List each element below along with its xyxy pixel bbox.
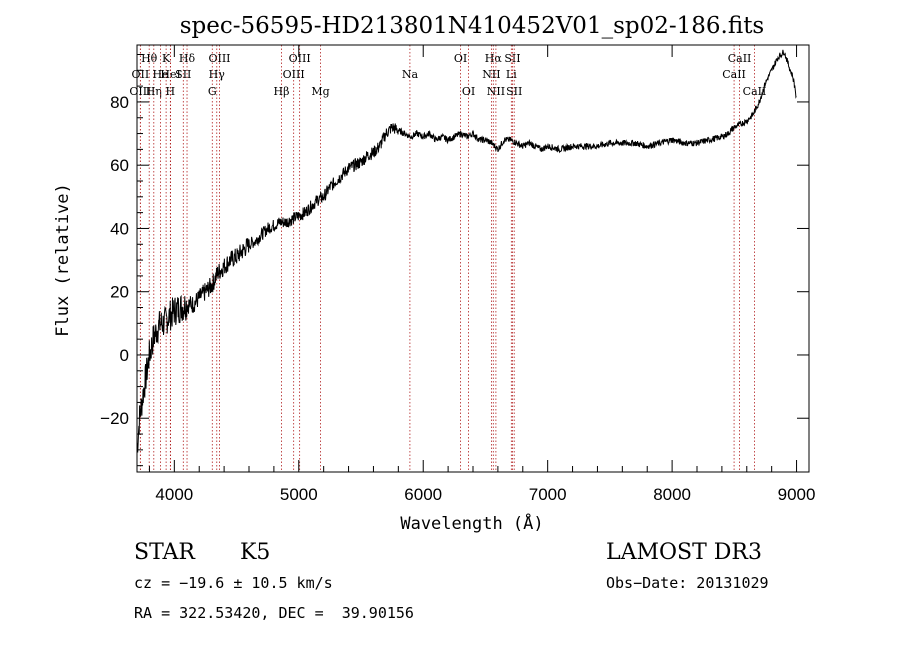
line-marker-label-26: CaII bbox=[728, 52, 752, 65]
coordinates: RA = 322.53420, DEC = 39.90156 bbox=[134, 604, 414, 622]
line-marker-label-14: OIII bbox=[289, 52, 311, 65]
line-marker-label-13: Hβ bbox=[274, 85, 290, 98]
line-marker-label-1: OIII bbox=[129, 85, 151, 98]
flux-line bbox=[136, 49, 797, 453]
line-marker-label-24: Li bbox=[506, 68, 517, 81]
x-tick-label-7000: 7000 bbox=[529, 485, 567, 504]
y-tick-label-40: 40 bbox=[110, 219, 129, 238]
line-marker-label-7: HeI bbox=[160, 68, 180, 81]
line-marker-label-28: CaII bbox=[743, 85, 767, 98]
line-marker-label-9: SII bbox=[175, 68, 191, 81]
x-axis: 4000 5000 6000 7000 8000 9000 bbox=[148, 45, 816, 504]
line-marker-label-25: SII bbox=[506, 85, 522, 98]
line-marker-label-21: NII bbox=[482, 68, 500, 81]
line-marker-label-15: OIII bbox=[283, 68, 305, 81]
line-marker-label-11: Hγ bbox=[209, 68, 226, 81]
line-marker-label-20: Hα bbox=[485, 52, 503, 65]
x-tick-label-8000: 8000 bbox=[653, 485, 691, 504]
line-marker-label-27: CaII bbox=[722, 68, 746, 81]
object-subclass: K5 bbox=[240, 540, 271, 565]
line-marker-label-3: Hη bbox=[146, 85, 162, 98]
plot-frame bbox=[136, 44, 810, 473]
y-tick-label--20: −20 bbox=[100, 409, 129, 428]
line-marker-label-4: He bbox=[152, 68, 168, 81]
y-tick-label-0: 0 bbox=[120, 346, 129, 365]
line-marker-label-10: OIII bbox=[208, 52, 230, 65]
y-tick-label-60: 60 bbox=[110, 156, 129, 175]
redshift-cz: cz = −19.6 ± 10.5 km/s bbox=[134, 574, 333, 592]
line-marker-label-18: OI bbox=[454, 52, 467, 65]
x-tick-label-5000: 5000 bbox=[280, 485, 318, 504]
line-marker-label-19: OI bbox=[462, 85, 475, 98]
object-class: STAR bbox=[134, 540, 195, 565]
x-axis-label: Wavelength (Å) bbox=[400, 512, 543, 534]
line-marker-label-16: Mg bbox=[311, 85, 329, 98]
y-axis-label: Flux (relative) bbox=[53, 183, 73, 337]
line-marker-label-2: Hθ bbox=[141, 52, 158, 65]
y-tick-label-80: 80 bbox=[110, 93, 129, 112]
line-marker-label-8: Hδ bbox=[179, 52, 196, 65]
y-tick-label-20: 20 bbox=[110, 283, 129, 302]
line-marker-label-12: G bbox=[208, 85, 217, 98]
flux-series-group bbox=[136, 49, 797, 453]
line-marker-label-5: K bbox=[162, 52, 171, 65]
observation-date: Obs−Date: 20131029 bbox=[606, 574, 769, 592]
x-tick-label-6000: 6000 bbox=[404, 485, 442, 504]
line-marker-label-23: SII bbox=[504, 52, 520, 65]
line-marker-label-17: Na bbox=[402, 68, 419, 81]
y-axis: −20 0 20 40 60 80 bbox=[100, 53, 809, 467]
x-tick-label-4000: 4000 bbox=[155, 485, 193, 504]
chart-title: spec-56595-HD213801N410452V01_sp02-186.f… bbox=[180, 13, 765, 39]
line-marker-label-22: NII bbox=[487, 85, 505, 98]
survey-name: LAMOST DR3 bbox=[606, 540, 762, 565]
spectral-line-markers: OIIOIIIHθHηHeKHHeIHδSIIOIIIHγGHβOIIIOIII… bbox=[129, 45, 766, 472]
x-tick-label-9000: 9000 bbox=[778, 485, 816, 504]
